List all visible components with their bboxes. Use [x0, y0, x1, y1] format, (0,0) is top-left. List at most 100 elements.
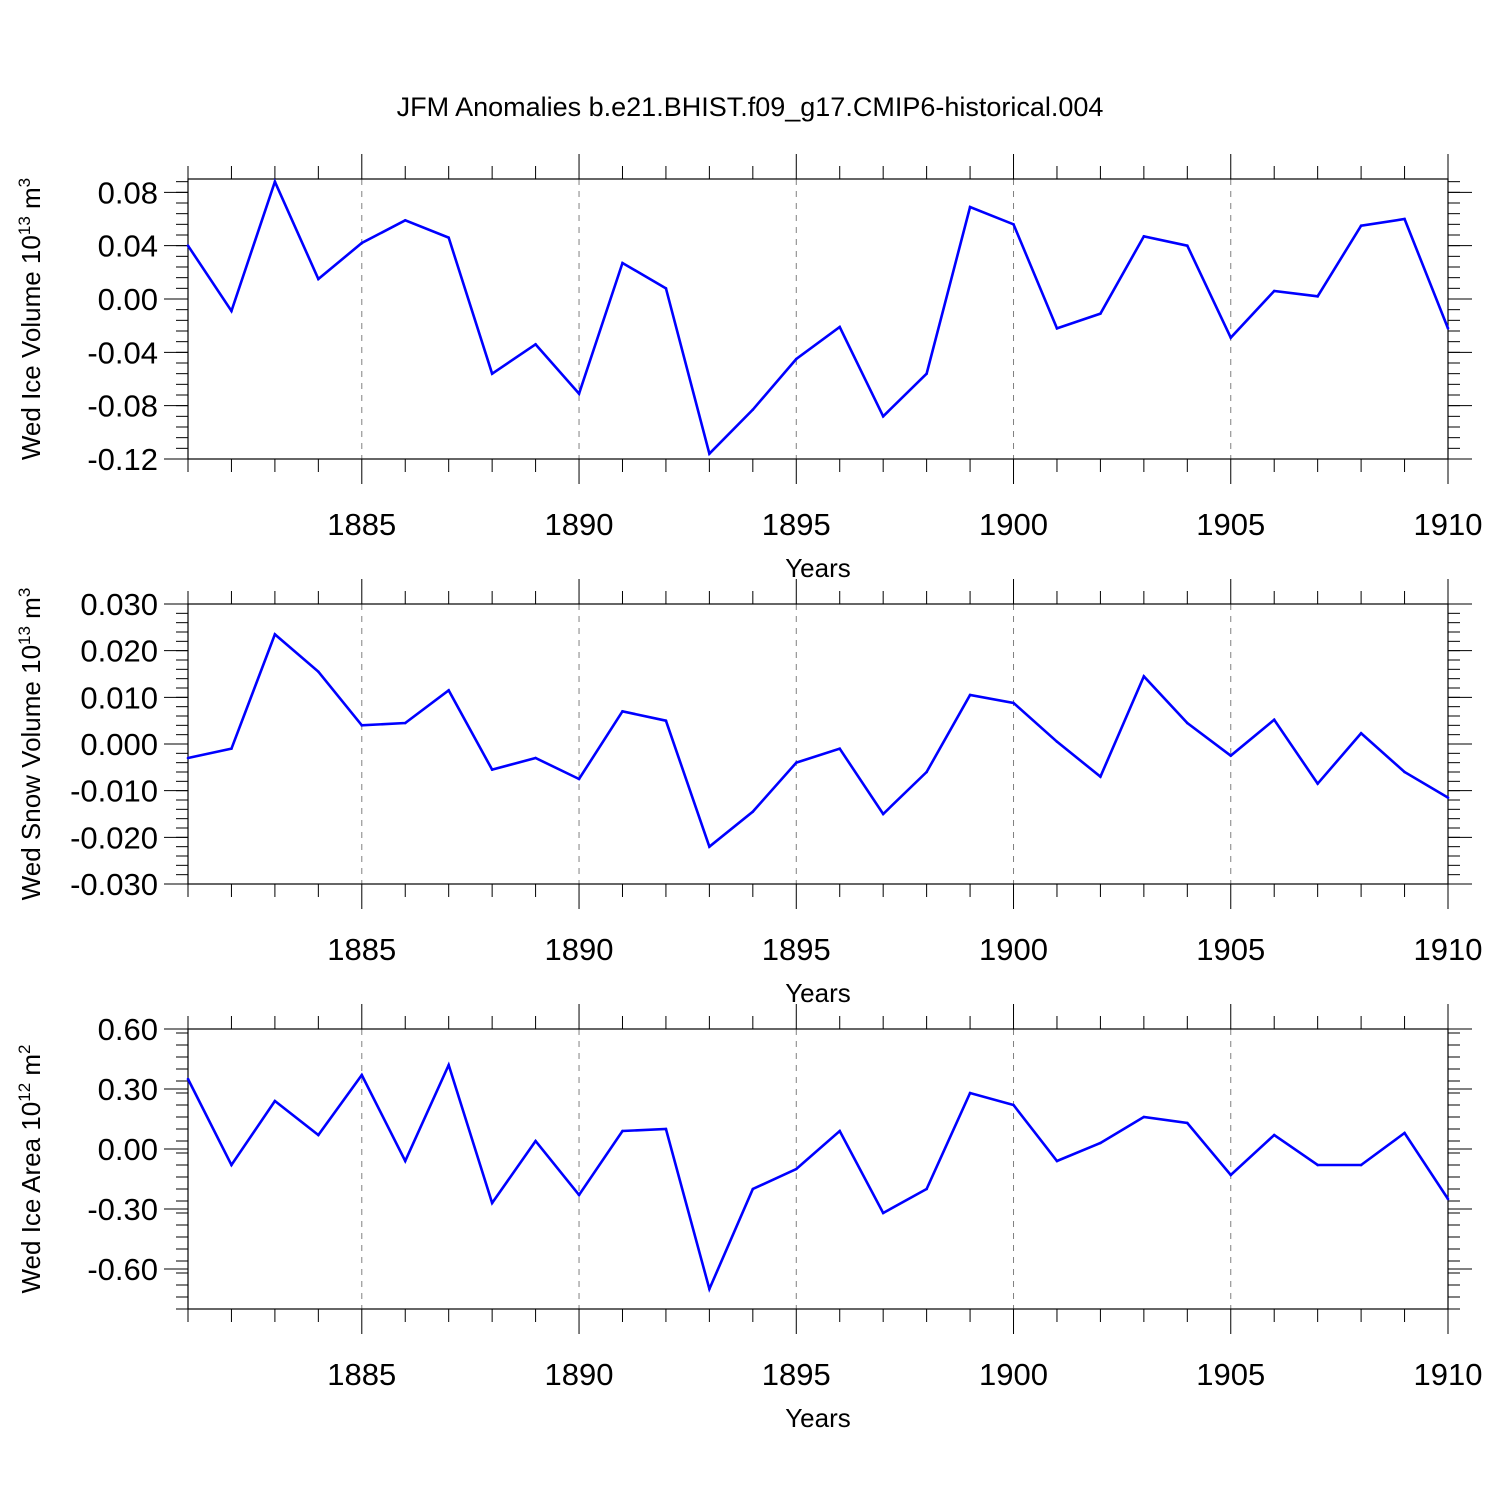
data-point — [577, 392, 581, 395]
x-axis-label: Years — [785, 978, 851, 1008]
data-point — [621, 261, 624, 265]
data-point — [1403, 217, 1406, 221]
data-point — [317, 670, 320, 673]
y-axis-label-superscript: 3 — [15, 178, 34, 187]
x-tick-label: 1890 — [545, 507, 614, 542]
data-point — [1012, 1103, 1015, 1107]
y-axis-label-text: m — [16, 1054, 46, 1083]
y-tick-label: -0.60 — [87, 1252, 158, 1287]
y-axis-label-text: Wed Ice Volume 10 — [16, 235, 46, 460]
data-point — [534, 1139, 537, 1143]
y-tick-label: 0.00 — [98, 282, 158, 317]
data-point — [490, 1201, 494, 1205]
data-point — [1229, 754, 1233, 757]
data-point — [881, 1211, 885, 1215]
x-tick-label: 1905 — [1196, 1357, 1265, 1392]
data-point — [751, 1187, 755, 1191]
data-point — [577, 777, 581, 781]
x-tick-label: 1900 — [979, 507, 1048, 542]
data-point — [577, 1193, 581, 1197]
data-point — [186, 1077, 190, 1081]
data-point — [925, 372, 928, 375]
data-point — [1142, 675, 1146, 678]
y-axis-label-superscript: 13 — [15, 626, 34, 645]
x-axis-label: Years — [785, 553, 851, 583]
data-point — [708, 845, 711, 848]
data-point — [1272, 718, 1276, 722]
data-point — [751, 810, 755, 813]
data-point — [968, 693, 972, 697]
data-point — [447, 236, 450, 239]
data-point — [317, 1133, 320, 1137]
data-point — [1316, 782, 1319, 785]
y-axis-label: Wed Ice Volume 1013 m3 — [15, 178, 46, 460]
data-point — [794, 761, 798, 764]
data-point — [925, 770, 928, 774]
data-point — [186, 756, 190, 760]
data-point — [838, 747, 842, 750]
data-point — [708, 1287, 711, 1291]
x-tick-label: 1895 — [762, 507, 831, 542]
y-axis-label-superscript: 2 — [15, 1044, 34, 1053]
data-point — [1012, 223, 1015, 226]
data-point — [925, 1187, 928, 1191]
chart-panel-3: 0.60 0.30 0.00 -0.30 -0.60 1885 1890 1895 1900 19… — [15, 1004, 1482, 1433]
data-point — [1272, 289, 1276, 293]
data-point — [1446, 1197, 1450, 1201]
data-point — [360, 1073, 364, 1077]
y-tick-label: 0.60 — [98, 1012, 158, 1047]
data-point — [490, 372, 494, 375]
chart-panel-1: 0.08 0.04 0.00 -0.04 -0.08 -0.12 1885 1890 1895 1… — [15, 154, 1482, 583]
data-point — [1099, 1141, 1102, 1145]
y-axis-label-text: m — [16, 597, 46, 626]
data-point — [751, 408, 755, 411]
data-point — [1186, 1121, 1189, 1125]
data-point — [273, 1099, 277, 1103]
data-point — [317, 277, 320, 281]
data-point — [1403, 1131, 1406, 1135]
x-tick-label: 1905 — [1196, 932, 1265, 967]
data-point — [1186, 244, 1189, 247]
series-line-1 — [187, 632, 1449, 849]
series-line-1 — [186, 178, 1450, 457]
x-tick-label: 1910 — [1414, 1357, 1483, 1392]
data-point — [1142, 235, 1146, 238]
y-tick-label: 0.020 — [80, 634, 158, 669]
y-axis-label: Wed Snow Volume 1013 m3 — [15, 588, 46, 901]
data-point — [881, 812, 885, 816]
x-tick-label: 1900 — [979, 932, 1048, 967]
x-tick-label: 1895 — [762, 1357, 831, 1392]
data-point — [664, 287, 668, 290]
y-tick-label: -0.12 — [87, 442, 158, 477]
data-point — [1316, 295, 1319, 298]
y-axis-label-text: Wed Snow Volume 10 — [16, 645, 46, 900]
data-point — [534, 756, 537, 760]
y-tick-label: 0.08 — [98, 175, 158, 210]
x-tick-label: 1885 — [327, 507, 396, 542]
data-point — [1142, 1115, 1146, 1119]
data-point — [186, 244, 190, 247]
data-point — [1099, 312, 1102, 315]
x-tick-label: 1910 — [1414, 507, 1483, 542]
data-point — [664, 1127, 668, 1131]
data-point — [1272, 1133, 1276, 1137]
plot-frame — [187, 1028, 1449, 1310]
y-tick-label: 0.010 — [80, 680, 158, 715]
data-point — [230, 747, 233, 750]
data-point — [1055, 740, 1059, 743]
x-tick-label: 1900 — [979, 1357, 1048, 1392]
x-axis-label: Years — [785, 1403, 851, 1433]
data-point — [881, 415, 885, 418]
y-axis-label-superscript: 3 — [15, 588, 34, 597]
y-axis-label-superscript: 13 — [15, 216, 34, 235]
y-tick-label: -0.030 — [70, 867, 158, 902]
data-point — [621, 710, 624, 713]
data-point — [447, 689, 450, 692]
data-point — [360, 241, 364, 245]
y-tick-label: 0.000 — [80, 727, 158, 762]
x-tick-label: 1895 — [762, 932, 831, 967]
panels: 0.08 0.04 0.00 -0.04 -0.08 -0.12 1885 1890 1895 1… — [15, 154, 1482, 1433]
figure-title: JFM Anomalies b.e21.BHIST.f09_g17.CMIP6-… — [397, 92, 1104, 122]
data-point — [273, 180, 277, 183]
